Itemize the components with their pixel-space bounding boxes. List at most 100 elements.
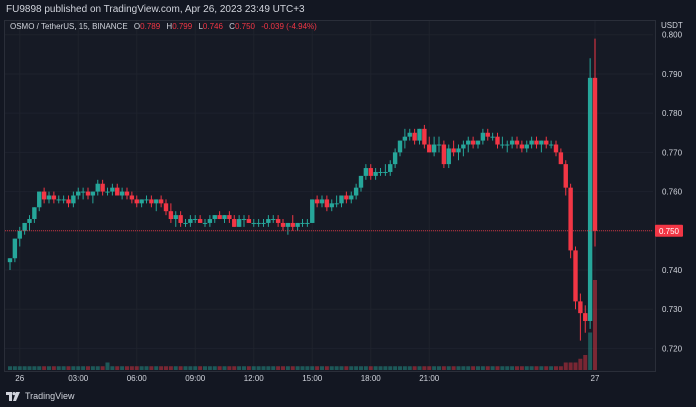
candle-body [451, 148, 456, 153]
candle-body [529, 140, 534, 145]
candle-body [441, 144, 447, 165]
candle-body [227, 215, 232, 220]
candle-body [480, 132, 486, 141]
candle-body [17, 230, 22, 239]
volume-bar [378, 366, 383, 370]
volume-bar [154, 366, 159, 370]
volume-bar [173, 366, 178, 370]
candle-body [27, 219, 32, 223]
candle-body [319, 199, 325, 204]
candle-body [446, 148, 451, 165]
candle-body [548, 144, 554, 146]
volume-bar [549, 366, 554, 370]
candle-body [202, 222, 208, 224]
volume-bar [573, 362, 578, 370]
volume-bar [471, 366, 476, 370]
volume-bar [32, 366, 37, 370]
volume-bar [81, 366, 86, 370]
volume-bar [285, 366, 290, 370]
candle-body [539, 140, 544, 145]
candle-body [105, 191, 110, 193]
volume-bar [583, 355, 588, 370]
candle-body [241, 219, 247, 221]
candle-body [222, 215, 227, 220]
candle-body [183, 222, 188, 224]
candle-body [163, 203, 169, 212]
candle-body [90, 191, 96, 196]
candle-body [46, 195, 52, 200]
candle-body [158, 199, 164, 204]
volume-bar [203, 366, 207, 370]
volume-bar [344, 366, 349, 370]
volume-bar [95, 366, 100, 370]
volume-bar [86, 366, 90, 370]
candle-body [378, 171, 383, 173]
candle-body [178, 215, 183, 223]
volume-bar [178, 366, 183, 370]
volume-bar [51, 366, 56, 370]
change-value: -0.039 (-4.94%) [261, 22, 317, 31]
volume-bar [505, 366, 510, 370]
candle-body [256, 222, 261, 224]
candle-body [37, 191, 42, 208]
price-tick-label: 0.790 [662, 70, 683, 79]
candle-body [417, 128, 422, 141]
volume-bar [529, 366, 534, 370]
volume-bar [222, 366, 227, 370]
time-tick-label: 09:00 [185, 374, 206, 383]
candle-body [592, 77, 598, 231]
header-bar: FU9898 published on TradingView.com, Apr… [0, 0, 696, 20]
candle-body [149, 199, 154, 204]
candle-body [232, 219, 237, 227]
volume-bar [349, 366, 354, 370]
volume-bar [22, 366, 27, 370]
candle-body [246, 219, 252, 223]
volume-bar [432, 366, 437, 370]
volume-bar [446, 366, 451, 370]
candle-body [290, 222, 295, 227]
candle-body [275, 219, 281, 223]
plot-area[interactable] [4, 20, 656, 372]
volume-bar [115, 366, 120, 370]
volume-bar [334, 366, 339, 370]
candle-body [56, 199, 61, 201]
volume-bar [125, 366, 129, 370]
volume-bar [437, 366, 441, 370]
candle-body [388, 164, 393, 172]
close-label: C [229, 22, 235, 31]
volume-bar [207, 366, 212, 370]
volume-bar [544, 366, 549, 370]
candle-body [76, 191, 81, 196]
candle-body [144, 199, 149, 201]
candle-body [524, 144, 529, 149]
volume-bar [129, 366, 134, 370]
volume-bar [393, 366, 398, 370]
volume-bar [388, 366, 393, 370]
candle-body [558, 152, 564, 165]
volume-bar [407, 366, 412, 370]
symbol-info[interactable]: OSMO / TetherUS, 15, BINANCE [10, 22, 128, 31]
candle-body [310, 199, 315, 223]
volume-bar [164, 366, 168, 370]
volume-bar [519, 366, 524, 370]
volume-bar [134, 366, 139, 370]
time-tick-label: 18:00 [361, 374, 382, 383]
candle-body [300, 222, 305, 224]
volume-bar [417, 366, 422, 370]
candle-body [217, 215, 222, 220]
volume-bar [300, 366, 305, 370]
candle-body [578, 301, 583, 314]
tradingview-logo[interactable]: TradingView [6, 391, 75, 401]
volume-bar [47, 366, 51, 370]
volume-bar [139, 366, 144, 370]
candle-body [397, 140, 403, 153]
candle-body [236, 219, 242, 227]
volume-bar [466, 366, 471, 370]
candle-body [427, 144, 432, 153]
price-tick-label: 0.800 [662, 31, 683, 40]
candle-body [193, 219, 198, 221]
last-price-label: 0.750 [659, 227, 680, 236]
candle-body [61, 199, 66, 201]
candle-body [475, 140, 481, 145]
